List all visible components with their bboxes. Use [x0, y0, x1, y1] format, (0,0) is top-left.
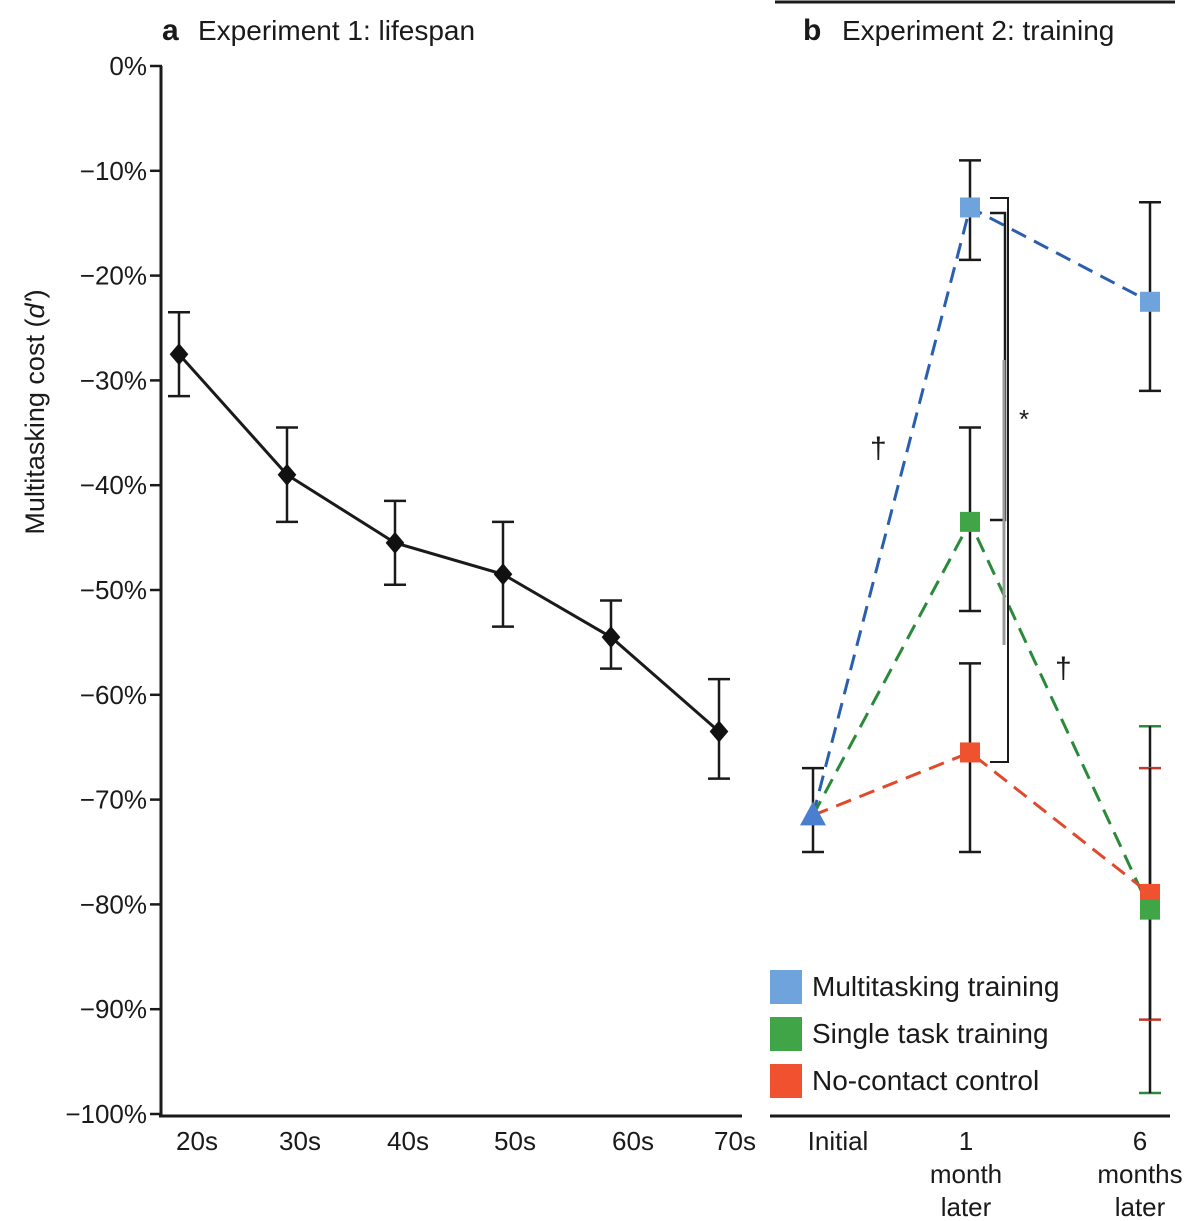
legend-swatch-single [770, 1017, 802, 1051]
y-tick-label: −100% [65, 1099, 147, 1129]
panel-a-plot [168, 311, 730, 780]
data-point-40s [385, 531, 405, 554]
marker-2-2 [1140, 883, 1160, 904]
x-tick-label: later [1115, 1192, 1166, 1221]
y-tick-label: 0% [109, 51, 147, 81]
panel-a-x-ticks: 20s 30s 40s 50s 60s 70s [176, 1126, 756, 1156]
marker-0-1 [960, 197, 980, 218]
marker-initial [800, 801, 826, 826]
marker-0-2 [1140, 291, 1160, 312]
dagger-annotation-1: † [870, 432, 887, 465]
bracket-multitask-vs-control [990, 197, 1009, 763]
x-tick-label: 6 [1133, 1126, 1147, 1156]
legend-label-control: No-contact control [812, 1065, 1039, 1096]
panel-a-title: Experiment 1: lifespan [198, 15, 475, 46]
lifespan-series-line [177, 353, 720, 733]
legend-label-multitasking: Multitasking training [812, 971, 1059, 1002]
panel-b-plot [800, 159, 1161, 1095]
data-point-20s [169, 343, 189, 366]
legend-swatch-multitasking [770, 970, 802, 1004]
panel-b-letter: b [803, 14, 821, 47]
x-tick-label: months [1097, 1159, 1182, 1189]
y-tick-label: −80% [80, 889, 147, 919]
x-tick-label: month [930, 1159, 1002, 1189]
x-tick-label: later [941, 1192, 992, 1221]
significance-brackets [990, 197, 1009, 763]
y-tick-label: −90% [80, 994, 147, 1024]
y-axis-label: Multitasking cost (d') [20, 289, 50, 534]
y-tick-label: −20% [80, 261, 147, 291]
panel-a-letter: a [162, 14, 179, 47]
x-tick-label: 40s [387, 1126, 429, 1156]
y-tick-label: −10% [80, 156, 147, 186]
x-tick-label: 1 [959, 1126, 973, 1156]
y-tick-label: −60% [80, 680, 147, 710]
marker-1-2 [1140, 899, 1160, 920]
marker-1-1 [960, 511, 980, 532]
x-tick-label: 20s [176, 1126, 218, 1156]
y-tick-label: −30% [80, 365, 147, 395]
panel-b-title: Experiment 2: training [842, 15, 1114, 46]
data-point-70s [709, 720, 729, 743]
series-line-0 [811, 205, 1151, 816]
x-tick-label: Initial [808, 1126, 869, 1156]
y-tick-label: −50% [80, 575, 147, 605]
dagger-annotation-2: † [1055, 652, 1072, 685]
y-tick-label: −70% [80, 785, 147, 815]
panel-a-y-ticks: 0% −10% −20% −30% −40% −50% −60% −70% −80% −90% −1… [65, 51, 162, 1129]
legend: Multitasking training Single task traini… [770, 970, 1059, 1098]
series-line-1 [811, 518, 1152, 911]
data-point-50s [493, 563, 513, 586]
x-tick-label: 30s [279, 1126, 321, 1156]
x-tick-label: 70s [714, 1126, 756, 1156]
data-point-30s [277, 463, 297, 486]
marker-2-1 [960, 742, 980, 763]
significance-asterisk: * [1019, 404, 1029, 434]
legend-swatch-control [770, 1064, 802, 1098]
series-line-2 [812, 750, 1151, 896]
x-tick-label: 60s [612, 1126, 654, 1156]
x-tick-label: 50s [494, 1126, 536, 1156]
data-point-60s [601, 626, 621, 649]
y-tick-label: −40% [80, 470, 147, 500]
legend-label-single: Single task training [812, 1018, 1049, 1049]
